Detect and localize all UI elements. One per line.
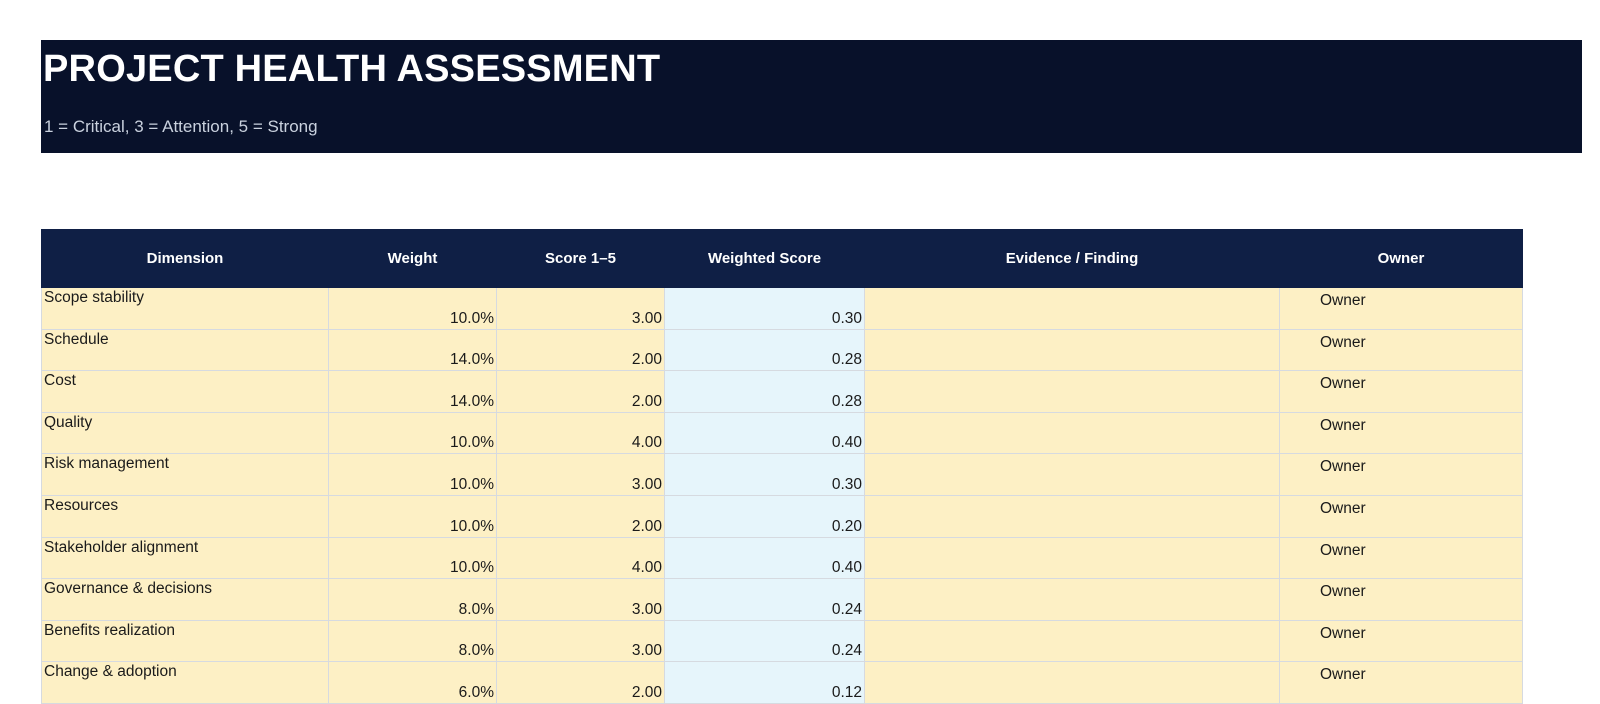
evidence-cell[interactable] xyxy=(864,578,1280,621)
table-row: Stakeholder alignment 10.0% 4.00 0.40 Owner xyxy=(41,536,1523,580)
owner-cell[interactable]: Owner xyxy=(1279,619,1523,663)
dimension-cell[interactable]: Resources xyxy=(41,494,329,538)
weight-cell[interactable]: 8.0% xyxy=(328,578,497,621)
score-cell[interactable]: 4.00 xyxy=(496,536,665,580)
score-cell[interactable]: 2.00 xyxy=(496,661,665,704)
owner-cell[interactable]: Owner xyxy=(1279,453,1523,496)
table-row: Schedule 14.0% 2.00 0.28 Owner xyxy=(41,328,1523,372)
title-banner: PROJECT HEALTH ASSESSMENT 1 = Critical, … xyxy=(41,40,1582,153)
evidence-cell[interactable] xyxy=(864,328,1280,372)
score-cell[interactable]: 2.00 xyxy=(496,494,665,538)
table-row: Change & adoption 6.0% 2.00 0.12 Owner xyxy=(41,661,1523,704)
dimension-cell[interactable]: Quality xyxy=(41,411,329,455)
weight-cell[interactable]: 10.0% xyxy=(328,494,497,538)
page-title: PROJECT HEALTH ASSESSMENT xyxy=(43,48,661,90)
weight-cell[interactable]: 10.0% xyxy=(328,411,497,455)
owner-cell[interactable]: Owner xyxy=(1279,328,1523,372)
weighted-score-cell: 0.28 xyxy=(664,328,865,372)
dimension-cell[interactable]: Benefits realization xyxy=(41,619,329,663)
score-cell[interactable]: 3.00 xyxy=(496,578,665,621)
score-cell[interactable]: 3.00 xyxy=(496,287,665,330)
table-row: Cost 14.0% 2.00 0.28 Owner xyxy=(41,370,1523,413)
weighted-score-cell: 0.28 xyxy=(664,370,865,413)
evidence-cell[interactable] xyxy=(864,411,1280,455)
owner-cell[interactable]: Owner xyxy=(1279,536,1523,580)
owner-cell[interactable]: Owner xyxy=(1279,494,1523,538)
table-row: Risk management 10.0% 3.00 0.30 Owner xyxy=(41,453,1523,496)
weight-cell[interactable]: 10.0% xyxy=(328,287,497,330)
dimension-cell[interactable]: Risk management xyxy=(41,453,329,496)
weight-cell[interactable]: 14.0% xyxy=(328,328,497,372)
dimension-cell[interactable]: Cost xyxy=(41,370,329,413)
column-header-weight[interactable]: Weight xyxy=(328,229,497,288)
owner-cell[interactable]: Owner xyxy=(1279,370,1523,413)
dimension-cell[interactable]: Stakeholder alignment xyxy=(41,536,329,580)
weight-cell[interactable]: 10.0% xyxy=(328,536,497,580)
evidence-cell[interactable] xyxy=(864,661,1280,704)
dimension-cell[interactable]: Governance & decisions xyxy=(41,578,329,621)
evidence-cell[interactable] xyxy=(864,536,1280,580)
evidence-cell[interactable] xyxy=(864,494,1280,538)
weight-cell[interactable]: 8.0% xyxy=(328,619,497,663)
weighted-score-cell: 0.40 xyxy=(664,536,865,580)
weighted-score-cell: 0.24 xyxy=(664,619,865,663)
evidence-cell[interactable] xyxy=(864,453,1280,496)
weight-cell[interactable]: 14.0% xyxy=(328,370,497,413)
evidence-cell[interactable] xyxy=(864,370,1280,413)
dimension-cell[interactable]: Schedule xyxy=(41,328,329,372)
dimension-cell[interactable]: Scope stability xyxy=(41,287,329,330)
column-header-owner[interactable]: Owner xyxy=(1279,229,1523,288)
table-row: Resources 10.0% 2.00 0.20 Owner xyxy=(41,494,1523,538)
score-cell[interactable]: 3.00 xyxy=(496,453,665,496)
dimension-cell[interactable]: Change & adoption xyxy=(41,661,329,704)
weighted-score-cell: 0.12 xyxy=(664,661,865,704)
owner-cell[interactable]: Owner xyxy=(1279,578,1523,621)
table-row: Governance & decisions 8.0% 3.00 0.24 Owner xyxy=(41,578,1523,621)
table-row: Scope stability 10.0% 3.00 0.30 Owner xyxy=(41,287,1523,330)
score-cell[interactable]: 3.00 xyxy=(496,619,665,663)
table-row: Benefits realization 8.0% 3.00 0.24 Owner xyxy=(41,619,1523,663)
weight-cell[interactable]: 6.0% xyxy=(328,661,497,704)
column-header-weighted-score[interactable]: Weighted Score xyxy=(664,229,865,288)
column-header-score[interactable]: Score 1–5 xyxy=(496,229,665,288)
owner-cell[interactable]: Owner xyxy=(1279,661,1523,704)
score-cell[interactable]: 2.00 xyxy=(496,328,665,372)
weighted-score-cell: 0.30 xyxy=(664,287,865,330)
weighted-score-cell: 0.24 xyxy=(664,578,865,621)
weight-cell[interactable]: 10.0% xyxy=(328,453,497,496)
owner-cell[interactable]: Owner xyxy=(1279,287,1523,330)
weighted-score-cell: 0.20 xyxy=(664,494,865,538)
header-row: Dimension Weight Score 1–5 Weighted Scor… xyxy=(41,229,1523,288)
column-header-dimension[interactable]: Dimension xyxy=(41,229,329,288)
score-cell[interactable]: 2.00 xyxy=(496,370,665,413)
evidence-cell[interactable] xyxy=(864,287,1280,330)
table-row: Quality 10.0% 4.00 0.40 Owner xyxy=(41,411,1523,455)
assessment-table: Dimension Weight Score 1–5 Weighted Scor… xyxy=(41,229,1523,704)
evidence-cell[interactable] xyxy=(864,619,1280,663)
weighted-score-cell: 0.40 xyxy=(664,411,865,455)
score-legend: 1 = Critical, 3 = Attention, 5 = Strong xyxy=(44,117,318,136)
weighted-score-cell: 0.30 xyxy=(664,453,865,496)
score-cell[interactable]: 4.00 xyxy=(496,411,665,455)
owner-cell[interactable]: Owner xyxy=(1279,411,1523,455)
column-header-evidence[interactable]: Evidence / Finding xyxy=(864,229,1280,288)
